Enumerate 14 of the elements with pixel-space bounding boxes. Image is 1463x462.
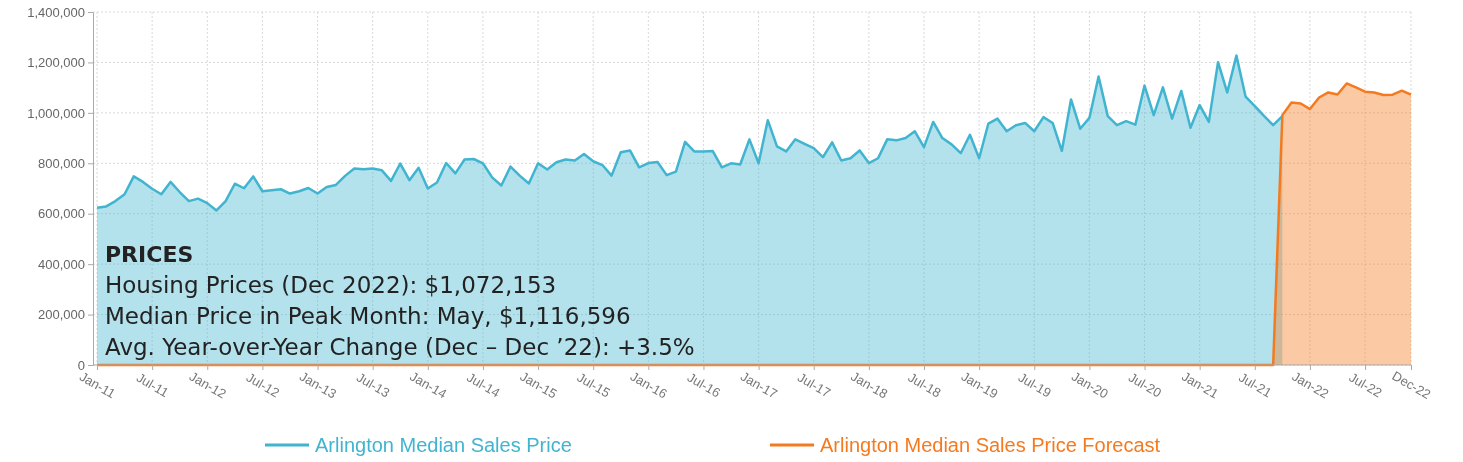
y-tick-label: 0 <box>77 357 85 373</box>
y-tick-label: 1,200,000 <box>27 55 85 71</box>
legend-label: Arlington Median Sales Price Forecast <box>820 434 1161 456</box>
y-tick-label: 600,000 <box>38 206 85 222</box>
annotation: Median Price in Peak Month: May, $1,116,596 <box>105 303 631 329</box>
y-tick-label: 400,000 <box>38 256 85 272</box>
legend-label: Arlington Median Sales Price <box>315 434 572 456</box>
y-tick-label: 800,000 <box>38 155 85 171</box>
annotation: Avg. Year-over-Year Change (Dec – Dec ’22): +3.5% <box>105 334 695 360</box>
annotation: Housing Prices (Dec 2022): $1,072,153 <box>105 272 557 298</box>
annotation: PRICES <box>105 242 194 267</box>
y-tick-label: 1,400,000 <box>27 4 85 20</box>
y-tick-label: 200,000 <box>38 307 85 323</box>
y-tick-label: 1,000,000 <box>27 105 85 121</box>
